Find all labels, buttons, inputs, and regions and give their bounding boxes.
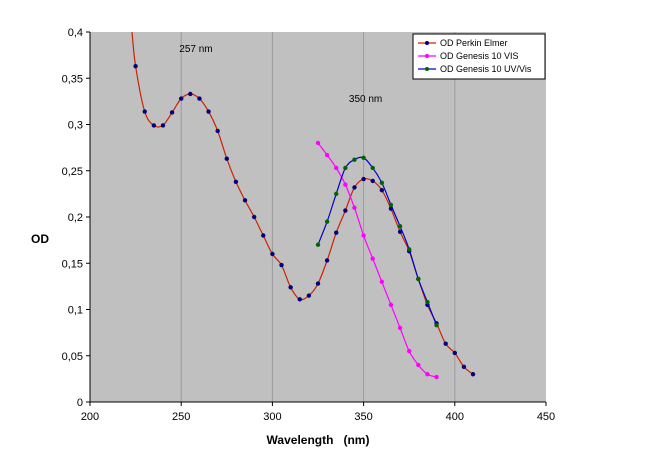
data-point: [215, 128, 220, 134]
series-group: [131, 31, 476, 380]
legend-label: OD Perkin Elmer: [440, 38, 508, 48]
series-line: [317, 156, 438, 326]
data-point: [261, 233, 266, 238]
data-point: [470, 372, 476, 377]
data-point: [388, 302, 394, 308]
legend-swatch-marker: [425, 54, 429, 58]
data-point: [434, 323, 439, 328]
plot-area: [90, 32, 546, 402]
x-tick-label: 400: [446, 411, 464, 423]
y-tick-label: 0,15: [62, 258, 83, 270]
data-point: [324, 258, 330, 263]
annotation-label: 257 nm: [179, 44, 212, 55]
data-point: [334, 230, 339, 235]
legend-label: OD Genesis 10 UV/Vis: [440, 64, 532, 74]
y-tick-label: 0,1: [68, 305, 83, 317]
data-point: [352, 185, 357, 190]
data-point: [179, 96, 184, 101]
gridlines: [180, 32, 456, 402]
data-point: [288, 285, 293, 290]
data-point: [297, 297, 302, 302]
data-point: [425, 372, 430, 377]
data-point: [251, 214, 257, 220]
legend-label: OD Genesis 10 VIS: [440, 51, 519, 61]
data-point: [197, 96, 202, 101]
data-point: [242, 198, 248, 203]
y-tick-label: 0,3: [68, 120, 83, 132]
y-axis-ticks: 0 0,05 0,1 0,15 0,2 0,25 0,3 0,35 0,4: [62, 27, 90, 409]
data-point: [379, 180, 385, 185]
data-point: [169, 110, 175, 115]
data-point: [407, 348, 412, 354]
y-tick-label: 0,2: [68, 212, 83, 224]
data-point: [315, 242, 321, 247]
data-point: [361, 233, 366, 238]
x-axis-ticks: 200 250 300 350 400 450: [81, 402, 555, 423]
data-point: [352, 157, 357, 162]
y-tick-label: 0,25: [62, 166, 83, 178]
data-point: [334, 165, 339, 171]
data-point: [343, 165, 348, 171]
data-point: [370, 256, 375, 261]
data-point: [388, 202, 394, 208]
legend-box: [412, 33, 546, 80]
data-point: [379, 187, 385, 193]
data-point: [361, 176, 366, 182]
x-tick-label: 300: [263, 411, 281, 423]
data-point: [224, 156, 229, 161]
data-point: [324, 152, 330, 158]
legend-swatch-marker: [425, 41, 429, 45]
data-point: [397, 224, 403, 229]
data-point: [425, 299, 430, 305]
data-point: [379, 279, 385, 284]
x-tick-label: 250: [172, 411, 190, 423]
data-point: [397, 325, 403, 331]
data-point: [370, 165, 375, 171]
annotation-label: 350 nm: [349, 94, 382, 105]
y-tick-label: 0,4: [68, 27, 83, 39]
series-3: [315, 155, 439, 328]
data-point: [343, 182, 348, 187]
data-point: [334, 191, 339, 197]
data-point: [352, 205, 357, 210]
x-tick-label: 350: [354, 411, 372, 423]
data-point: [361, 155, 366, 160]
data-point: [434, 374, 439, 380]
data-point: [397, 229, 403, 234]
data-point: [133, 64, 138, 69]
series-2: [315, 140, 439, 380]
data-point: [142, 109, 147, 114]
x-tick-label: 200: [81, 411, 99, 423]
y-tick-label: 0,35: [62, 73, 83, 85]
annotations: 257 nm 350 nm: [179, 44, 382, 105]
data-point: [416, 362, 421, 368]
data-point: [151, 123, 157, 128]
y-tick-label: 0,05: [62, 351, 83, 363]
data-point: [407, 247, 412, 252]
data-point: [315, 281, 321, 286]
data-point: [270, 251, 275, 257]
y-tick-label: 0: [77, 397, 83, 409]
data-point: [233, 179, 239, 185]
data-point: [306, 293, 312, 298]
data-point: [370, 178, 375, 184]
data-point: [279, 262, 284, 268]
data-point: [461, 364, 467, 370]
x-tick-label: 450: [537, 411, 555, 423]
data-point: [324, 219, 330, 224]
x-axis-title: Wavelength (nm): [267, 433, 370, 447]
legend: OD Perkin Elmer OD Genesis 10 VIS OD Genes…: [412, 33, 546, 80]
data-point: [206, 109, 211, 114]
data-point: [343, 208, 348, 213]
data-point: [416, 276, 421, 282]
data-point: [443, 341, 448, 346]
data-point: [452, 350, 457, 356]
data-point: [160, 123, 166, 128]
data-point: [188, 91, 193, 97]
y-axis-title: OD: [31, 232, 49, 246]
legend-swatch-marker: [425, 67, 429, 71]
data-point: [315, 140, 321, 146]
